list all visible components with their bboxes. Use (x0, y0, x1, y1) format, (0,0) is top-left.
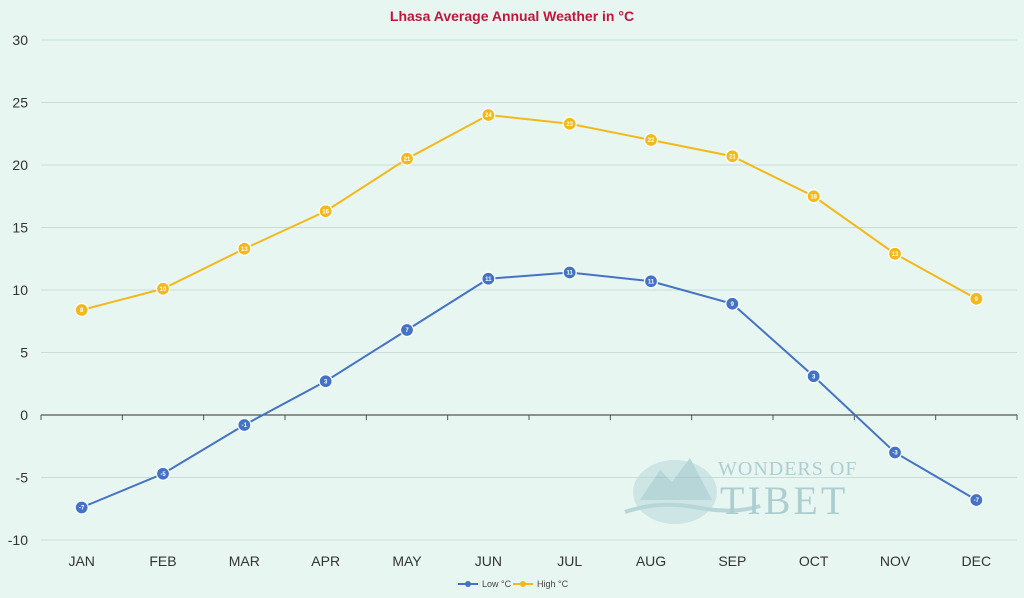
y-tick-label: 5 (20, 345, 28, 361)
series-line (81, 113, 977, 311)
x-tick-label: FEB (149, 553, 176, 569)
y-tick-label: 0 (20, 407, 28, 423)
data-label: 22 (648, 138, 655, 144)
data-label: -5 (160, 472, 166, 478)
data-point (399, 322, 415, 338)
legend-item-low: Low °C (458, 579, 512, 589)
data-point (887, 445, 903, 460)
data-label: 7 (405, 328, 409, 334)
data-point (318, 204, 333, 219)
data-label: 18 (810, 194, 817, 200)
legend-label-high: High °C (537, 579, 569, 589)
data-point (969, 291, 984, 306)
x-axis-ticks: JAN FEB MAR APR MAY JUN JUL AUG SEP OCT NOV DEC (68, 553, 991, 569)
data-label: 13 (241, 247, 248, 253)
data-point (562, 116, 577, 131)
watermark-logo: WONDERS OF TIBET (624, 458, 857, 524)
x-tick-label: JUN (475, 553, 502, 569)
data-point (155, 466, 171, 481)
y-tick-label: 10 (12, 282, 28, 298)
x-tick-label: DEC (962, 553, 992, 569)
x-tick-label: JUL (557, 553, 582, 569)
data-label: 13 (892, 252, 899, 258)
data-label: 21 (404, 157, 411, 163)
data-label: 11 (648, 279, 655, 285)
series-1: 8 10 13 16 21 24 23 22 21 18 13 9 (74, 107, 984, 318)
data-point (74, 500, 89, 515)
data-label: -3 (892, 451, 898, 457)
data-point (643, 132, 659, 148)
x-tick-label: JAN (68, 553, 94, 569)
watermark-line2: TIBET (720, 478, 848, 523)
data-point (806, 189, 821, 204)
data-label: 11 (485, 277, 492, 283)
data-point (969, 492, 984, 508)
legend-item-high: High °C (513, 579, 569, 589)
data-label: -7 (974, 498, 980, 504)
data-label: 9 (975, 297, 979, 303)
data-point (399, 151, 415, 166)
y-axis-ticks: 30 25 20 15 10 5 0 -5 -10 (8, 32, 28, 548)
data-label: 10 (160, 287, 167, 293)
x-tick-label: OCT (799, 553, 829, 569)
data-point (74, 302, 89, 318)
x-tick-label: AUG (636, 553, 666, 569)
data-label: 11 (566, 271, 573, 277)
data-label: 8 (80, 308, 84, 314)
mountain-icon (624, 458, 761, 524)
grid-lines (41, 39, 1017, 541)
data-point (562, 265, 577, 280)
data-label: 16 (322, 209, 329, 215)
data-label: -7 (79, 506, 85, 512)
legend: Low °C High °C (458, 579, 569, 589)
data-label: 3 (324, 379, 328, 385)
y-tick-label: 15 (12, 220, 28, 236)
y-tick-label: 25 (12, 95, 28, 111)
data-point (318, 374, 333, 389)
data-point (725, 296, 740, 311)
data-point (481, 271, 496, 286)
legend-label-low: Low °C (482, 579, 512, 589)
data-point (481, 107, 496, 123)
x-tick-label: MAY (392, 553, 422, 569)
x-axis (40, 414, 1018, 420)
data-point (887, 246, 903, 261)
data-point (237, 241, 252, 256)
data-point (643, 274, 659, 289)
series-layer: -7 -5 -1 3 7 11 11 11 9 3 -3 -7 8 10 13 16 21 24 23 22 21 18 1… (74, 107, 984, 515)
chart-title: Lhasa Average Annual Weather in °C (390, 8, 634, 24)
data-point (155, 281, 171, 296)
y-tick-label: 30 (12, 32, 28, 48)
x-tick-label: APR (311, 553, 340, 569)
x-tick-label: NOV (880, 553, 911, 569)
x-tick-label: SEP (718, 553, 746, 569)
data-label: 9 (731, 302, 735, 308)
data-label: 23 (566, 122, 573, 128)
watermark-line1: WONDERS OF (718, 458, 857, 480)
data-label: 3 (812, 374, 816, 380)
data-label: 21 (729, 154, 736, 160)
x-tick-label: MAR (229, 553, 260, 569)
y-tick-label: -5 (16, 470, 29, 486)
data-point (806, 369, 821, 384)
data-label: -1 (242, 423, 248, 429)
data-point (725, 149, 740, 164)
y-tick-label: -10 (8, 532, 28, 548)
data-label: 24 (485, 113, 492, 119)
series-0: -7 -5 -1 3 7 11 11 11 9 3 -3 -7 (74, 265, 984, 515)
y-tick-label: 20 (12, 157, 28, 173)
data-point (237, 417, 252, 433)
series-line (81, 271, 977, 509)
